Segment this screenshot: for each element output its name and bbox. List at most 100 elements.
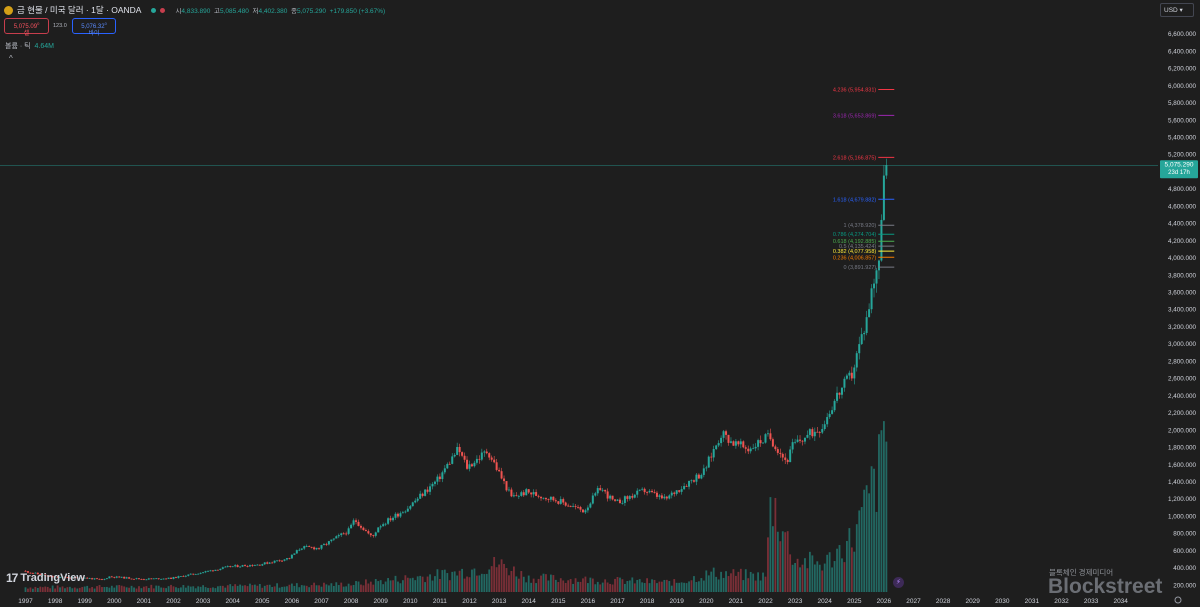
watermark-logo: Blockstreet bbox=[1048, 575, 1163, 598]
candle bbox=[868, 303, 871, 318]
candle bbox=[364, 528, 367, 532]
volume-bar bbox=[207, 587, 209, 592]
volume-bar bbox=[754, 580, 757, 592]
candle bbox=[882, 165, 885, 222]
volume-bar bbox=[480, 573, 483, 592]
collapse-chevron-icon[interactable]: ^ bbox=[9, 54, 13, 63]
candle bbox=[216, 569, 219, 571]
candle bbox=[779, 448, 782, 458]
volume-bar bbox=[818, 564, 821, 592]
volume-bar bbox=[436, 569, 439, 592]
volume-legend[interactable]: 볼륨 · 틱 4.64M bbox=[5, 43, 55, 50]
volume-bar bbox=[239, 584, 241, 592]
volume-bar bbox=[850, 547, 853, 592]
candle bbox=[821, 423, 824, 434]
candle bbox=[182, 575, 185, 577]
candle bbox=[108, 576, 111, 579]
candle bbox=[606, 488, 609, 502]
candle bbox=[633, 494, 636, 499]
buy-button[interactable]: 5,076.320 바이 bbox=[72, 18, 116, 37]
year-tick-label: 2034 bbox=[1113, 598, 1128, 605]
volume-bar bbox=[91, 587, 93, 592]
year-tick-label: 1998 bbox=[48, 598, 63, 605]
candle bbox=[226, 565, 229, 568]
fib-level-label: 0.786 (4,274.704) bbox=[833, 232, 877, 238]
candle bbox=[83, 577, 86, 579]
volume-bar bbox=[796, 558, 799, 592]
volume-bar bbox=[626, 580, 629, 592]
fib-level[interactable]: 0.618 (4,192.885) bbox=[833, 239, 895, 245]
candle bbox=[757, 438, 760, 451]
volume-bar bbox=[295, 583, 298, 592]
candle bbox=[239, 565, 242, 568]
fib-level[interactable]: 0.236 (4,006.857) bbox=[833, 255, 895, 261]
candle bbox=[729, 437, 732, 444]
fib-level[interactable]: 3.618 (5,653.869) bbox=[833, 113, 895, 119]
volume-bar bbox=[725, 571, 727, 592]
fibonacci-extension[interactable]: 4.236 (5,954.831) 3.618 (5,653.869) 2.618 … bbox=[833, 87, 895, 271]
time-axis[interactable]: 1997 1998 1999 2000 2001 2002 2003 2004 2005 2006… bbox=[18, 598, 1128, 605]
candle bbox=[310, 546, 313, 549]
fib-level[interactable]: 4.236 (5,954.831) bbox=[833, 87, 895, 93]
volume-bar bbox=[732, 569, 735, 592]
volume-bar bbox=[128, 587, 130, 592]
candle bbox=[374, 531, 377, 538]
candle bbox=[685, 484, 688, 488]
volume-bar bbox=[485, 573, 488, 592]
candle bbox=[860, 327, 863, 345]
candle bbox=[140, 578, 143, 580]
year-tick-label: 1997 bbox=[18, 598, 33, 605]
candle bbox=[670, 490, 673, 499]
fib-level[interactable]: 1.618 (4,679.882) bbox=[833, 197, 895, 203]
volume-bar bbox=[843, 562, 846, 592]
fib-level[interactable]: 0.382 (4,077.958) bbox=[833, 249, 895, 255]
volume-bar bbox=[236, 585, 239, 592]
volume-bar bbox=[340, 582, 343, 592]
fib-level[interactable]: 0 (3,891.927) bbox=[844, 265, 895, 271]
volume-bar bbox=[456, 575, 459, 592]
sell-button[interactable]: 5,075.090 셀 bbox=[4, 18, 49, 37]
volume-bar bbox=[690, 580, 693, 592]
volume-bar bbox=[591, 578, 594, 592]
price-axis[interactable]: 6,600.000 6,400.000 6,200.000 6,000.000 5,80… bbox=[1168, 31, 1197, 589]
volume-bar bbox=[115, 585, 118, 592]
candle bbox=[599, 484, 602, 491]
candle bbox=[424, 489, 427, 497]
volume-bar bbox=[261, 587, 264, 592]
volume-bar bbox=[372, 584, 375, 592]
price-tick-label: 1,000.000 bbox=[1168, 513, 1197, 520]
candle bbox=[179, 575, 182, 577]
currency-selector[interactable]: USD ▾ bbox=[1160, 3, 1194, 17]
candle bbox=[105, 578, 108, 580]
fib-level[interactable]: 1 (4,378.920) bbox=[844, 223, 895, 229]
candle bbox=[863, 330, 866, 341]
flash-icon[interactable]: ⚡ bbox=[893, 577, 904, 588]
candle bbox=[298, 548, 301, 552]
tradingview-logo[interactable]: 17 TradingView bbox=[6, 571, 85, 585]
candle bbox=[581, 509, 584, 513]
fib-level[interactable]: 2.618 (5,166.875) bbox=[833, 155, 895, 161]
volume-bar bbox=[522, 576, 525, 592]
volume-bar bbox=[710, 571, 713, 592]
volume-bar bbox=[374, 579, 377, 592]
candle bbox=[431, 482, 434, 490]
volume-bar bbox=[106, 586, 108, 592]
candle bbox=[453, 453, 456, 458]
candle bbox=[535, 489, 538, 497]
settings-gear-icon[interactable] bbox=[1174, 596, 1182, 604]
candle bbox=[776, 447, 779, 456]
volume-bar bbox=[397, 581, 399, 592]
volume-bar bbox=[621, 579, 624, 592]
fib-level[interactable]: 0.5 (4,135.424) bbox=[839, 244, 895, 250]
fib-level[interactable]: 0.786 (4,274.704) bbox=[833, 232, 895, 238]
candle bbox=[794, 438, 797, 445]
volume-bar bbox=[525, 582, 528, 592]
candle bbox=[532, 489, 535, 498]
candle bbox=[276, 560, 279, 562]
candle bbox=[601, 487, 604, 493]
volume-bar bbox=[468, 577, 471, 592]
candle bbox=[192, 573, 195, 576]
price-tick-label: 400.000 bbox=[1173, 565, 1196, 572]
symbol-title[interactable]: 금 현물 / 미국 달러 · 1달 · OANDA bbox=[17, 5, 142, 15]
